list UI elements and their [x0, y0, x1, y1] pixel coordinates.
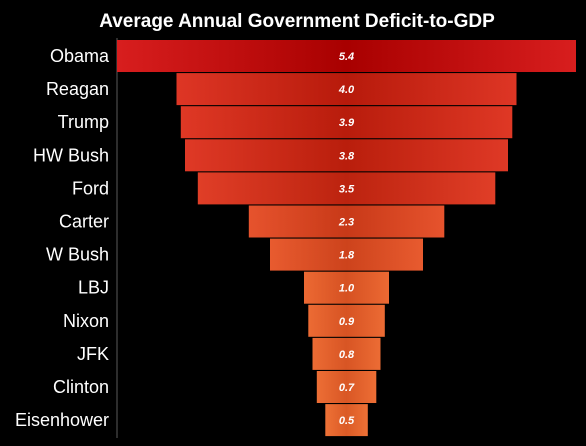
bar-w-bush — [270, 238, 423, 271]
category-label-group: Obama Reagan Trump HW Bush Ford Carter W Bush L… — [15, 46, 110, 430]
category-label: Obama — [50, 46, 110, 66]
value-label: 1.8 — [339, 250, 355, 262]
category-label: Ford — [72, 178, 109, 198]
category-label: Carter — [59, 212, 109, 232]
category-label: Reagan — [46, 79, 109, 99]
value-label: 0.5 — [339, 415, 355, 427]
category-label: JFK — [77, 344, 109, 364]
bar-hw-bush — [185, 139, 508, 172]
value-label-group: 5.4 4.0 3.9 3.8 3.5 2.3 1.8 1.0 0.9 0.8 0.7 0.5 — [338, 51, 355, 427]
bar-lbj — [304, 271, 389, 304]
value-label: 1.0 — [339, 283, 355, 295]
bar-eisenhower — [325, 404, 368, 437]
bar-reagan — [176, 73, 517, 106]
value-label: 3.9 — [339, 117, 355, 129]
value-label: 4.0 — [338, 84, 355, 96]
bar-jfk — [312, 337, 381, 370]
category-label: HW Bush — [33, 145, 109, 165]
category-label: LBJ — [78, 278, 109, 298]
bar-carter — [248, 205, 445, 238]
chart-title: Average Annual Government Deficit-to-GDP — [99, 11, 495, 32]
value-label: 0.7 — [339, 382, 355, 394]
category-label: W Bush — [46, 245, 109, 265]
bar-nixon — [308, 304, 385, 337]
value-label: 0.8 — [339, 349, 355, 361]
bar-obama — [117, 40, 576, 72]
bar-ford — [197, 172, 496, 205]
category-label: Clinton — [53, 377, 109, 397]
bar-trump — [180, 106, 513, 139]
value-label: 5.4 — [339, 51, 354, 63]
value-label: 0.9 — [339, 316, 355, 328]
category-label: Trump — [58, 112, 109, 132]
value-label: 3.8 — [339, 150, 355, 162]
category-label: Eisenhower — [15, 410, 109, 430]
category-label: Nixon — [63, 311, 109, 331]
value-label: 2.3 — [338, 217, 354, 229]
bar-group — [117, 40, 576, 437]
bar-clinton — [316, 371, 377, 403]
value-label: 3.5 — [339, 183, 355, 195]
